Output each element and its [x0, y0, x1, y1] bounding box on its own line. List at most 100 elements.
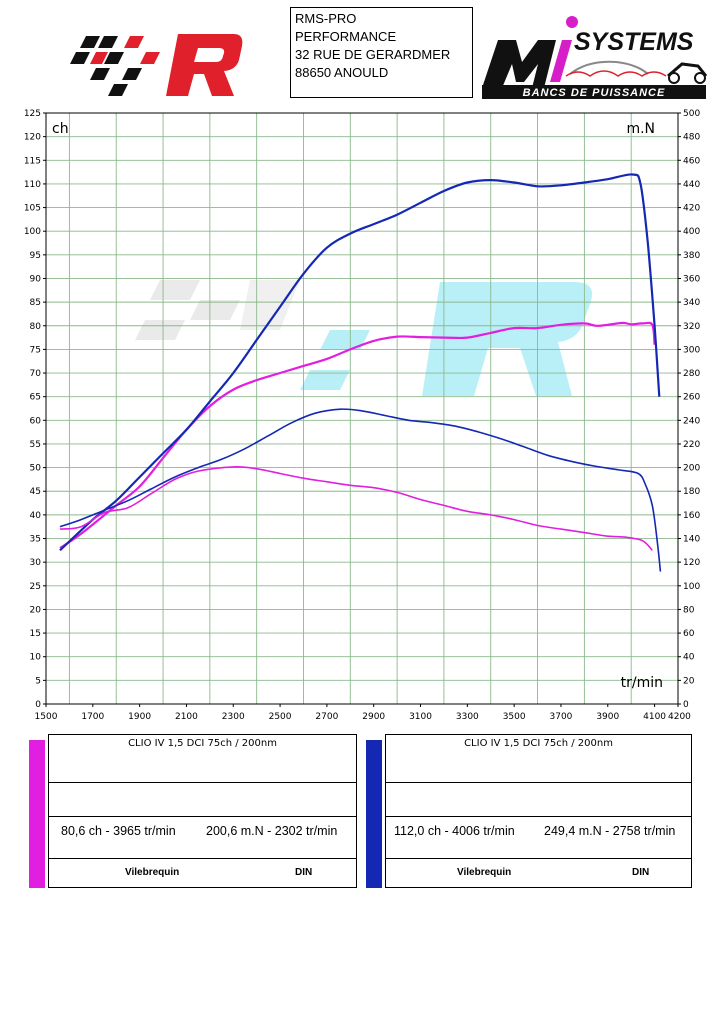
measure-mode-label: Vilebrequin — [125, 867, 180, 878]
run-panel-blue: CLIO IV 1,5 DCI 75ch / 200nm 112,0 ch - … — [366, 734, 692, 888]
left-tick-label: 120 — [24, 133, 41, 143]
left-tick-label: 90 — [30, 274, 42, 284]
run-footer-row: Vilebrequin DIN — [386, 859, 691, 889]
x-tick-label: 1500 — [35, 712, 58, 722]
max-power-value: 80,6 ch - 3965 tr/min — [61, 824, 176, 838]
right-tick-label: 120 — [683, 558, 700, 568]
right-tick-label: 80 — [683, 605, 695, 615]
left-tick-label: 40 — [30, 511, 42, 521]
right-tick-label: 300 — [683, 345, 700, 355]
left-tick-label: 50 — [30, 464, 42, 474]
run-title: CLIO IV 1,5 DCI 75ch / 200nm — [386, 735, 691, 783]
run-footer-row: Vilebrequin DIN — [49, 859, 356, 889]
max-power-value: 112,0 ch - 4006 tr/min — [394, 824, 515, 838]
max-torque-value: 249,4 m.N - 2758 tr/min — [544, 824, 676, 838]
x-tick-label: 2700 — [315, 712, 338, 722]
right-tick-label: 140 — [683, 535, 700, 545]
left-tick-label: 85 — [30, 298, 41, 308]
left-tick-label: 105 — [24, 204, 41, 214]
left-tick-label: 60 — [30, 416, 42, 426]
run-table: CLIO IV 1,5 DCI 75ch / 200nm 80,6 ch - 3… — [48, 734, 357, 888]
dyno-chart: 0 5 10 15 20 25 30 35 40 45 50 55 60 65 70 75 80 85 90 95 10… — [0, 104, 724, 724]
left-tick-label: 35 — [30, 535, 41, 545]
x-tick-label: 4100 — [643, 712, 666, 722]
right-tick-label: 240 — [683, 416, 700, 426]
address-line: RMS-PRO — [295, 11, 357, 26]
x-tick-label: 2500 — [269, 712, 292, 722]
torque-curve-blue — [59, 408, 662, 572]
plot-frame — [45, 112, 679, 705]
run-values-row: 112,0 ch - 4006 tr/min 249,4 m.N - 2758 … — [386, 817, 691, 859]
right-tick-label: 380 — [683, 251, 700, 261]
x-axis-ticks: 1500 1700 1900 2100 2300 2500 2700 2900 3100 3300… — [35, 704, 691, 722]
left-tick-label: 0 — [35, 700, 41, 710]
x-tick-label: 3500 — [503, 712, 526, 722]
left-tick-label: 115 — [24, 156, 41, 166]
right-tick-label: 260 — [683, 393, 700, 403]
left-tick-label: 110 — [24, 180, 41, 190]
run-panel-magenta: CLIO IV 1,5 DCI 75ch / 200nm 80,6 ch - 3… — [29, 734, 359, 888]
left-tick-label: 15 — [30, 629, 41, 639]
norm-label: DIN — [632, 867, 650, 878]
left-tick-label: 45 — [30, 487, 41, 497]
left-tick-label: 25 — [30, 582, 41, 592]
right-tick-label: 200 — [683, 464, 700, 474]
left-tick-label: 10 — [30, 653, 42, 663]
right-tick-label: 500 — [683, 109, 700, 119]
run-table: CLIO IV 1,5 DCI 75ch / 200nm 112,0 ch - … — [385, 734, 692, 888]
run-values-row: 80,6 ch - 3965 tr/min 200,6 m.N - 2302 t… — [49, 817, 356, 859]
right-tick-label: 60 — [683, 629, 695, 639]
x-tick-label: 3700 — [550, 712, 573, 722]
right-axis-unit: m.N — [626, 121, 655, 137]
left-tick-label: 5 — [35, 676, 41, 686]
systems-logo-word: SYSTEMS — [574, 28, 694, 56]
chart-axes — [45, 112, 679, 705]
right-tick-label: 160 — [683, 511, 700, 521]
x-tick-label: 4200 — [668, 712, 691, 722]
power-curve-magenta — [59, 321, 656, 549]
right-tick-label: 320 — [683, 322, 700, 332]
run-title: CLIO IV 1,5 DCI 75ch / 200nm — [49, 735, 356, 783]
address-line: 32 RUE DE GERARDMER — [295, 47, 451, 62]
measure-mode-label: Vilebrequin — [457, 867, 512, 878]
right-tick-label: 280 — [683, 369, 700, 379]
run-spacer-row — [386, 783, 691, 817]
chart-lines — [59, 173, 662, 572]
x-tick-label: 3900 — [596, 712, 619, 722]
left-tick-label: 55 — [30, 440, 41, 450]
right-tick-label: 340 — [683, 298, 700, 308]
run-color-swatch — [366, 740, 382, 888]
address-box: RMS-PRO PERFORMANCE 32 RUE DE GERARDMER … — [290, 7, 473, 98]
left-tick-label: 95 — [30, 251, 41, 261]
x-tick-label: 1900 — [128, 712, 151, 722]
left-tick-label: 20 — [30, 605, 42, 615]
right-tick-label: 480 — [683, 133, 700, 143]
systems-logo: SYSTEMS BANCS DE PUISSANCE — [478, 10, 710, 102]
left-tick-label: 70 — [30, 369, 42, 379]
max-torque-value: 200,6 m.N - 2302 tr/min — [206, 824, 338, 838]
address-line: 88650 ANOULD — [295, 65, 389, 80]
left-axis-unit: ch — [52, 121, 69, 137]
brand-logo — [66, 24, 246, 104]
norm-label: DIN — [295, 867, 313, 878]
x-tick-label: 1700 — [81, 712, 104, 722]
right-tick-label: 400 — [683, 227, 700, 237]
right-tick-label: 180 — [683, 487, 700, 497]
address-line: PERFORMANCE — [295, 29, 397, 44]
torque-curve-magenta — [59, 466, 653, 551]
power-curve-blue — [59, 173, 661, 552]
right-tick-label: 40 — [683, 653, 695, 663]
x-tick-label: 3300 — [456, 712, 479, 722]
right-tick-label: 0 — [683, 700, 689, 710]
left-tick-label: 80 — [30, 322, 42, 332]
left-tick-label: 125 — [24, 109, 41, 119]
x-axis-unit: tr/min — [621, 675, 663, 691]
right-tick-label: 460 — [683, 156, 700, 166]
run-color-swatch — [29, 740, 45, 888]
left-tick-label: 30 — [30, 558, 42, 568]
right-tick-label: 220 — [683, 440, 700, 450]
left-tick-label: 75 — [30, 345, 41, 355]
right-tick-label: 20 — [683, 676, 695, 686]
right-tick-label: 420 — [683, 204, 700, 214]
right-tick-label: 440 — [683, 180, 700, 190]
